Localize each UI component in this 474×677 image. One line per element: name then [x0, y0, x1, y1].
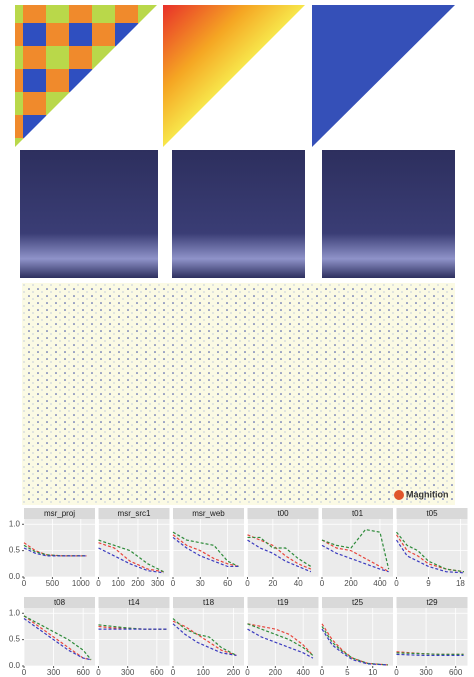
panel-bg [173, 519, 244, 577]
panel-bg [24, 519, 95, 577]
x-tick-label: 0 [320, 579, 325, 588]
x-tick-label: 200 [269, 668, 283, 677]
logo: Magnition [406, 489, 449, 499]
x-tick-label: 300 [121, 668, 135, 677]
x-tick-label: 300 [419, 668, 433, 677]
x-tick-label: 30 [196, 579, 205, 588]
x-tick-label: 40 [294, 579, 303, 588]
x-tick-label: 400 [373, 579, 387, 588]
figure: Magnition msr_proj050010000.00.51.0msr_s… [0, 0, 474, 677]
x-tick-label: 20 [268, 579, 277, 588]
spectrograms [20, 150, 455, 278]
panel-title: msr_src1 [118, 509, 151, 518]
panel-title: t18 [203, 598, 215, 607]
x-tick-label: 1000 [72, 579, 90, 588]
panel-bg [322, 608, 393, 666]
scatter-image [22, 283, 455, 505]
panel-title: t08 [54, 598, 66, 607]
panel-bg [99, 519, 170, 577]
x-tick-label: 500 [46, 579, 60, 588]
x-tick-label: 0 [22, 579, 27, 588]
x-tick-label: 18 [456, 579, 465, 588]
x-tick-label: 0 [96, 668, 101, 677]
y-tick-label: 0.5 [9, 635, 21, 644]
x-tick-label: 60 [223, 579, 232, 588]
y-tick-label: 0.5 [9, 546, 21, 555]
x-tick-label: 200 [131, 579, 145, 588]
panel-bg [397, 519, 468, 577]
y-tick-label: 0.0 [9, 572, 21, 581]
logo-icon [394, 490, 404, 500]
x-tick-label: 10 [368, 668, 377, 677]
x-tick-label: 300 [47, 668, 61, 677]
y-tick-label: 0.0 [9, 661, 21, 670]
panel-title: t14 [128, 598, 140, 607]
x-tick-label: 200 [227, 668, 241, 677]
x-tick-label: 100 [112, 579, 126, 588]
spectrogram [172, 150, 305, 278]
x-tick-label: 0 [394, 668, 399, 677]
x-tick-label: 200 [344, 579, 358, 588]
x-tick-label: 0 [394, 579, 399, 588]
panel-bg [248, 519, 319, 577]
panel-title: t01 [352, 509, 364, 518]
x-tick-label: 600 [449, 668, 463, 677]
spectrogram [20, 150, 158, 278]
panel-title: t19 [277, 598, 289, 607]
x-tick-label: 400 [297, 668, 311, 677]
panel-bg [397, 608, 468, 666]
x-tick-label: 0 [245, 579, 250, 588]
panel-title: t00 [277, 509, 289, 518]
y-tick-label: 1.0 [9, 608, 21, 617]
spectrogram [322, 150, 455, 278]
x-tick-label: 0 [22, 668, 27, 677]
x-tick-label: 600 [76, 668, 90, 677]
panel-title: msr_web [192, 509, 225, 518]
heatmaps [15, 5, 455, 147]
y-tick-label: 1.0 [9, 519, 21, 528]
x-tick-label: 600 [150, 668, 164, 677]
x-tick-label: 0 [245, 668, 250, 677]
x-tick-label: 0 [171, 579, 176, 588]
x-tick-label: 0 [96, 579, 101, 588]
x-tick-label: 0 [320, 668, 325, 677]
x-tick-label: 5 [345, 668, 350, 677]
panel-title: t25 [352, 598, 364, 607]
panel-title: t29 [426, 598, 438, 607]
x-tick-label: 9 [426, 579, 431, 588]
panel-bg [99, 608, 170, 666]
x-tick-label: 300 [151, 579, 165, 588]
panel-bg [24, 608, 95, 666]
x-tick-label: 100 [197, 668, 211, 677]
x-tick-label: 0 [171, 668, 176, 677]
panel-title: msr_proj [44, 509, 75, 518]
panel-title: t05 [426, 509, 438, 518]
